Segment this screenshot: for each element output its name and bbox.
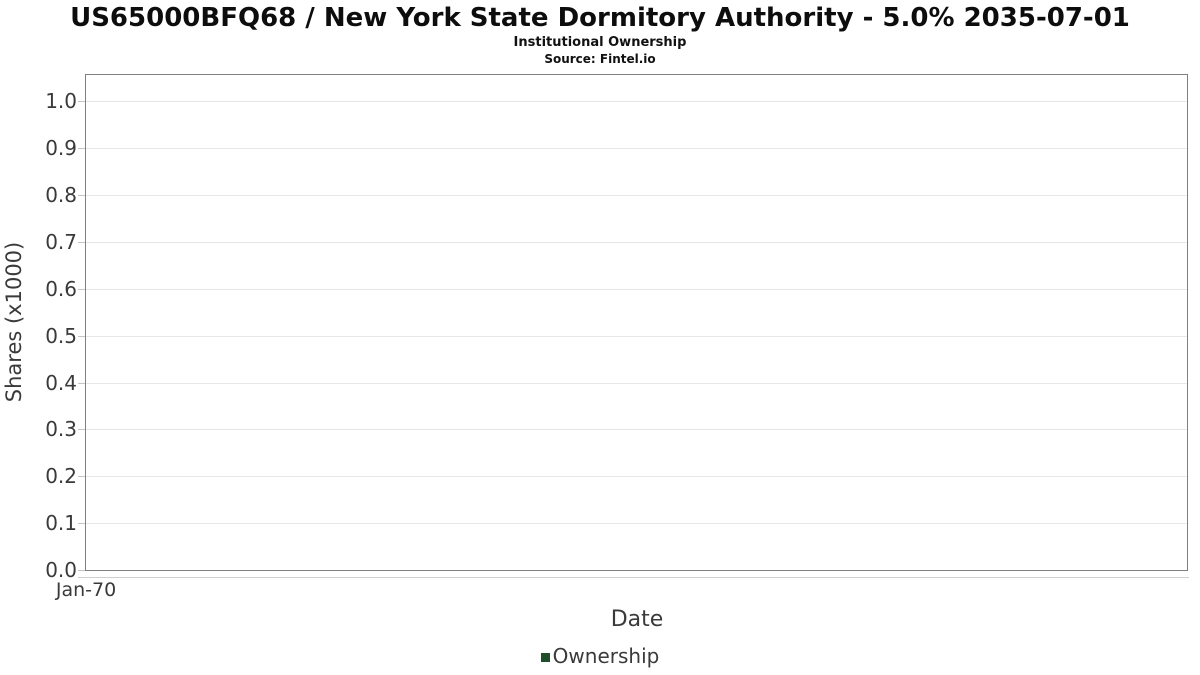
- plot-area: [85, 74, 1188, 571]
- y-tick-mark-0.5: [78, 335, 85, 337]
- x-axis-title: Date: [610, 607, 664, 632]
- gridline-y-0.1: [86, 523, 1187, 525]
- gridline-y-0.3: [86, 429, 1187, 431]
- y-tick-label-1.0: 1.0: [45, 89, 77, 114]
- legend: Ownership: [0, 645, 1200, 667]
- y-tick-label-0.2: 0.2: [45, 464, 77, 489]
- y-tick-mark-0.3: [78, 429, 85, 431]
- y-tick-mark-0.9: [78, 148, 85, 150]
- y-tick-mark-0.0: [78, 570, 85, 571]
- y-tick-mark-0.7: [78, 241, 85, 243]
- gridline-y-1.0: [86, 101, 1187, 103]
- y-tick-mark-0.1: [78, 523, 85, 525]
- gridline-y-0.2: [86, 476, 1187, 478]
- y-tick-label-0.0: 0.0: [45, 558, 77, 582]
- x-axis-tick-label: Jan-70: [55, 579, 117, 601]
- y-tick-label-0.7: 0.7: [45, 229, 77, 254]
- y-tick-mark-0.4: [78, 382, 85, 384]
- y-tick-mark-0.6: [78, 288, 85, 290]
- gridline-y-0.7: [86, 241, 1187, 243]
- y-tick-label-0.3: 0.3: [45, 417, 77, 442]
- gridline-y-0.5: [86, 335, 1187, 337]
- y-tick-mark-0.8: [78, 195, 85, 196]
- y-tick-label-0.5: 0.5: [45, 323, 77, 348]
- y-tick-label-0.8: 0.8: [45, 183, 77, 207]
- legend-marker-icon: [540, 652, 550, 662]
- chart-source-label: Source: Fintel.io: [544, 52, 656, 66]
- y-tick-label-0.9: 0.9: [45, 136, 77, 161]
- y-tick-label-0.4: 0.4: [45, 370, 77, 395]
- chart-subtitle: Institutional Ownership: [513, 35, 687, 50]
- x-axis-line: [78, 577, 1189, 578]
- chart-title: US65000BFQ68 / New York State Dormitory …: [70, 3, 1130, 33]
- gridline-y-0.4: [86, 382, 1187, 384]
- gridline-y-0.6: [86, 288, 1187, 290]
- gridline-y-0.8: [86, 195, 1187, 196]
- legend-label: Ownership: [552, 644, 660, 668]
- legend-item-ownership: Ownership: [540, 644, 660, 668]
- gridline-y-0.9: [86, 148, 1187, 150]
- y-tick-mark-1.0: [78, 101, 85, 103]
- y-tick-label-0.1: 0.1: [45, 511, 77, 536]
- y-tick-mark-0.2: [78, 476, 85, 478]
- y-tick-label-0.6: 0.6: [45, 276, 77, 301]
